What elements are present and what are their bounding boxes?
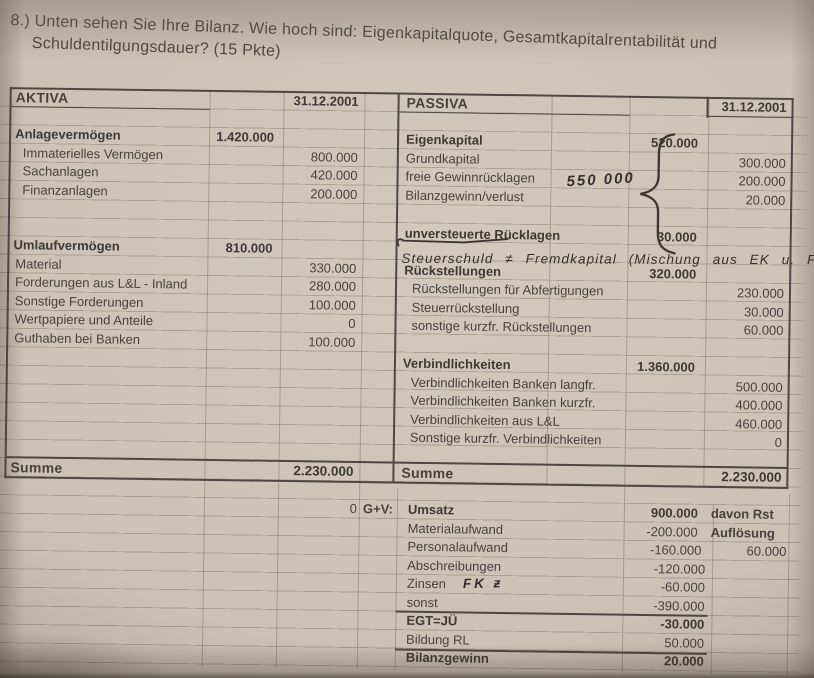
passiva-date: 31.12.2001: [721, 99, 787, 115]
row-subtotal: 810.000: [225, 240, 273, 256]
row-subtotal: 1.420.000: [216, 128, 275, 145]
row-value: 100.000: [308, 333, 356, 350]
row-value: 420.000: [310, 167, 358, 183]
row-value: 0: [774, 434, 783, 450]
row-label: sonstige kurzfr. Rückstellungen: [411, 317, 592, 336]
summe-label: Summe: [401, 464, 454, 482]
aktiva-date: 31.12.2001: [293, 93, 359, 109]
summe-value: 2.230.000: [293, 463, 354, 479]
row-subtotal: 1.360.000: [636, 358, 696, 375]
handwritten-note: Steuerschuld ≠ Fremdkapital (Mischung au…: [401, 250, 814, 268]
row-value: 20.000: [745, 191, 786, 208]
row-subtotal: 320.000: [649, 266, 697, 282]
row-value: 200.000: [310, 185, 358, 202]
row-value: -390.000: [653, 597, 705, 614]
row-value: 800.000: [310, 148, 358, 165]
row-value: 500.000: [735, 378, 783, 395]
gv-label: G+V:: [362, 501, 394, 517]
handwritten-fk-zinsen: FK ƶ: [462, 575, 504, 592]
row-label: Bilanzgewinn/verlust: [405, 187, 524, 204]
row-label: Bilanzgewinn: [405, 649, 490, 666]
row-label: Guthaben bei Banken: [14, 329, 141, 347]
summe-value: 2.230.000: [721, 469, 782, 485]
row-side-note: davon Rst: [710, 505, 774, 522]
aktiva-title: AKTIVA: [15, 89, 69, 106]
row-value: 300.000: [738, 154, 786, 171]
row-value: 20.000: [663, 653, 704, 669]
handwritten-brace: [640, 133, 676, 255]
row-value: 60.000: [743, 322, 784, 338]
row-value: -60.000: [660, 579, 705, 595]
row-value: -160.000: [649, 542, 702, 558]
row-value: 280.000: [308, 278, 357, 294]
row-value: -200.000: [646, 523, 698, 540]
row-value: 230.000: [736, 285, 785, 301]
row-value: -120.000: [653, 560, 706, 577]
passiva-title: PASSIVA: [406, 94, 469, 112]
row-side-value: 60.000: [746, 543, 787, 559]
row-value: 900.000: [650, 505, 699, 521]
row-side-note: Auflösung: [710, 524, 776, 541]
row-value: 100.000: [308, 296, 356, 313]
gv-zero: 0: [349, 500, 358, 516]
row-value: 200.000: [738, 173, 786, 189]
row-label: Finanzanlagen: [22, 181, 108, 198]
handwritten-underline: [396, 238, 509, 247]
row-value: 460.000: [735, 415, 783, 432]
row-value: 0: [348, 315, 356, 331]
row-label: Sonstige kurzfr. Verbindlichkeiten: [409, 429, 602, 448]
row-value: 30.000: [743, 303, 784, 320]
row-value: -30.000: [660, 616, 705, 632]
row-value: 330.000: [309, 259, 357, 276]
summe-label: Summe: [10, 459, 63, 476]
row-value: 50.000: [664, 634, 705, 651]
question-title: 8.) Unten sehen Sie Ihre Bilanz. Wie hoc…: [10, 12, 717, 75]
row-value: 400.000: [735, 397, 783, 413]
